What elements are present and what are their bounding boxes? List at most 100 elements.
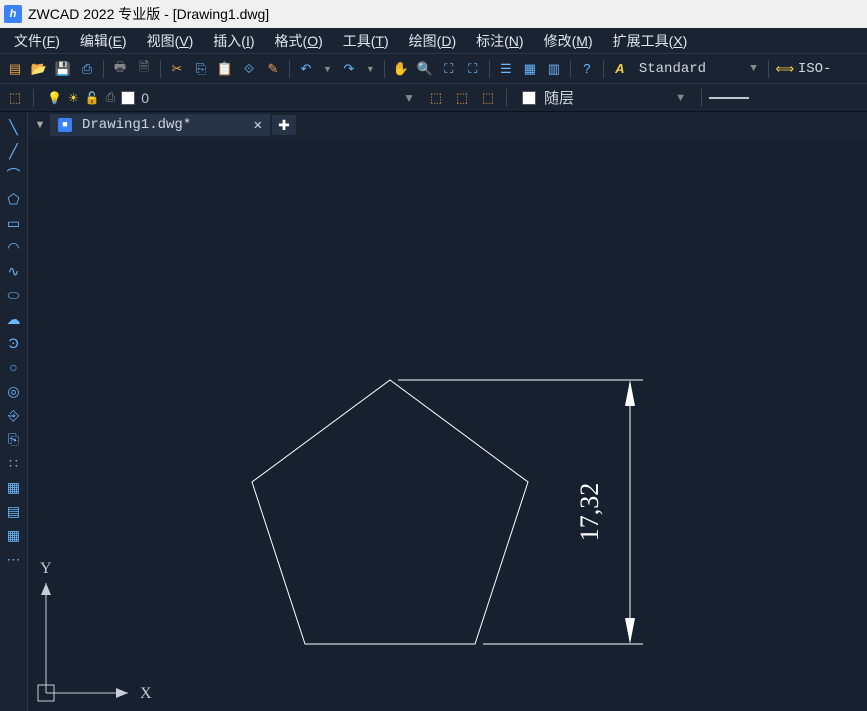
zoom-icon[interactable]: 🔍 [414, 58, 436, 80]
saveas-icon[interactable]: ⎙ [76, 58, 98, 80]
arc2-tool-icon[interactable]: ◠ [3, 236, 25, 258]
menu-file[interactable]: 文件(F) [4, 27, 70, 55]
print-icon: ⎙ [106, 90, 116, 105]
zoom-extents-icon[interactable]: ⛶ [462, 58, 484, 80]
new-file-icon[interactable]: ▤ [4, 58, 26, 80]
document-tab[interactable]: ■ Drawing1.dwg* ✕ [50, 114, 270, 136]
construction-line-tool-icon[interactable]: ╱ [3, 140, 25, 162]
menu-format[interactable]: 格式(O) [265, 27, 333, 55]
cut-icon[interactable]: ✂ [166, 58, 188, 80]
layer-color-swatch [121, 91, 135, 105]
pan-icon[interactable]: ✋ [390, 58, 412, 80]
separator [506, 89, 507, 107]
point-tool-icon[interactable]: ∷ [3, 452, 25, 474]
standard-toolbar: ▤ 📂 💾 ⎙ 🖶 🗎 ✂ ⎘ 📋 ⟐ ✎ ↶ ▼ ↷ ▼ ✋ 🔍 ⛶ ⛶ ☰ … [0, 54, 867, 84]
redo-dropdown[interactable]: ▼ [362, 58, 379, 80]
color-value: 随层 [544, 87, 574, 108]
table-tool-icon[interactable]: ▦ [3, 524, 25, 546]
chevron-down-icon: ▼ [403, 91, 415, 105]
ucs-icon: X Y [38, 560, 152, 702]
chevron-down-icon: ▼ [675, 92, 686, 104]
more-tool-icon[interactable]: ⋯ [3, 548, 25, 570]
separator [489, 60, 490, 78]
dim-text[interactable]: 17,32 [575, 483, 604, 542]
properties-icon[interactable]: ☰ [495, 58, 517, 80]
separator [33, 89, 34, 107]
circle-tool-icon[interactable]: ○ [3, 356, 25, 378]
revcloud-tool-icon[interactable]: ☁ [3, 308, 25, 330]
linetype-preview[interactable] [709, 97, 749, 107]
open-file-icon[interactable]: 📂 [28, 58, 50, 80]
drawing-canvas[interactable]: 17,32 X Y [28, 138, 867, 711]
separator [768, 60, 769, 78]
line-tool-icon[interactable]: ╲ [3, 116, 25, 138]
dimstyle-label: ISO- [798, 61, 832, 77]
textstyle-icon[interactable]: A [609, 58, 631, 80]
menu-modify[interactable]: 修改(M) [534, 27, 603, 55]
new-tab-button[interactable]: ✚ [272, 115, 296, 135]
document-tabs: ▼ ■ Drawing1.dwg* ✕ ✚ [28, 112, 867, 138]
layer-prev-icon[interactable]: ⬚ [425, 87, 447, 109]
preview-icon[interactable]: 🗎 [133, 58, 155, 80]
menu-view[interactable]: 视图(V) [137, 27, 204, 55]
layer-manager-icon[interactable]: ⬚ [4, 87, 26, 109]
close-tab-icon[interactable]: ✕ [254, 117, 262, 134]
textstyle-value: Standard [639, 61, 706, 77]
main-content: ╲╱⌒⬠▭◠∿⬭☁Ͽ○◎⎆⎘∷▦▤▦⋯ ▼ ■ Drawing1.dwg* ✕ … [0, 112, 867, 711]
color-combo[interactable]: 随层 ▼ [514, 87, 694, 109]
chevron-down-icon: ▼ [750, 63, 757, 75]
menu-dimension[interactable]: 标注(N) [466, 27, 533, 55]
sun-icon: ☀ [68, 91, 79, 105]
layer-state-icon[interactable]: ⬚ [451, 87, 473, 109]
donut-tool-icon[interactable]: ◎ [3, 380, 25, 402]
tool-palette-icon[interactable]: ▥ [543, 58, 565, 80]
tab-menu-icon[interactable]: ▼ [32, 119, 48, 131]
menu-extend[interactable]: 扩展工具(X) [603, 27, 698, 55]
app-logo-icon: h [4, 5, 22, 23]
separator [570, 60, 571, 78]
ellipse-tool-icon[interactable]: ⬭ [3, 284, 25, 306]
rectangle-tool-icon[interactable]: ▭ [3, 212, 25, 234]
canvas-area: ▼ ■ Drawing1.dwg* ✕ ✚ 17,32 X Y [28, 112, 867, 711]
zoom-window-icon[interactable]: ⛶ [438, 58, 460, 80]
matchprop-icon[interactable]: ⟐ [238, 58, 260, 80]
separator [701, 89, 702, 107]
title-bar: h ZWCAD 2022 专业版 - [Drawing1.dwg] [0, 0, 867, 28]
spline-tool-icon[interactable]: ∿ [3, 260, 25, 282]
arc-tool-icon[interactable]: ⌒ [3, 164, 25, 186]
lock-icon: 🔓 [85, 91, 100, 105]
pentagon-shape[interactable] [252, 380, 528, 644]
separator [603, 60, 604, 78]
spiral-tool-icon[interactable]: Ͽ [3, 332, 25, 354]
paste-icon[interactable]: 📋 [214, 58, 236, 80]
save-icon[interactable]: 💾 [52, 58, 74, 80]
polygon-tool-icon[interactable]: ⬠ [3, 188, 25, 210]
block-tool-icon[interactable]: ⎆ [3, 404, 25, 426]
separator [384, 60, 385, 78]
layers-toolbar: ⬚ 💡 ☀ 🔓 ⎙ 0 ▼ ⬚ ⬚ ⬚ 随层 ▼ [0, 84, 867, 112]
insert-tool-icon[interactable]: ⎘ [3, 428, 25, 450]
hatch-tool-icon[interactable]: ▦ [3, 476, 25, 498]
menu-draw[interactable]: 绘图(D) [399, 27, 466, 55]
undo-dropdown[interactable]: ▼ [319, 58, 336, 80]
plot-icon[interactable]: 🖶 [109, 58, 131, 80]
svg-text:X: X [140, 685, 152, 702]
menu-insert[interactable]: 插入(I) [203, 27, 264, 55]
tab-title: Drawing1.dwg* [82, 117, 191, 133]
color-swatch [522, 91, 536, 105]
copy-icon[interactable]: ⎘ [190, 58, 212, 80]
redo-icon[interactable]: ↷ [338, 58, 360, 80]
lightbulb-icon: 💡 [47, 91, 62, 105]
dimstyle-icon[interactable]: ⟺ [774, 58, 796, 80]
design-center-icon[interactable]: ▦ [519, 58, 541, 80]
layer-combo[interactable]: 💡 ☀ 🔓 ⎙ 0 ▼ [41, 87, 421, 109]
window-title: ZWCAD 2022 专业版 - [Drawing1.dwg] [28, 4, 269, 24]
layer-iso-icon[interactable]: ⬚ [477, 87, 499, 109]
menu-tools[interactable]: 工具(T) [333, 27, 399, 55]
help-icon[interactable]: ? [576, 58, 598, 80]
menu-edit[interactable]: 编辑(E) [70, 27, 137, 55]
region-tool-icon[interactable]: ▤ [3, 500, 25, 522]
undo-icon[interactable]: ↶ [295, 58, 317, 80]
textstyle-combo[interactable]: Standard ▼ [633, 58, 763, 80]
brush-icon[interactable]: ✎ [262, 58, 284, 80]
